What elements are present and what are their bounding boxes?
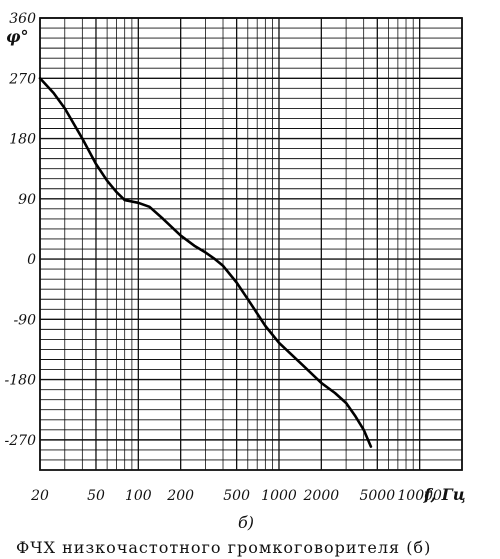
frame-rect — [39, 17, 463, 471]
y-tick-label: 90 — [18, 192, 36, 208]
x-tick-label: 50 — [87, 488, 105, 504]
x-tick-label: 1000 — [261, 488, 297, 504]
x-tick-label: 20 — [30, 488, 49, 504]
x-tick-label: 100 — [125, 488, 152, 504]
x-tick-label: 10000 — [397, 488, 442, 504]
y-tick-label: -270 — [5, 433, 37, 449]
x-tick-label: 5000 — [359, 488, 395, 504]
plot-frame — [39, 17, 463, 471]
x-tick-labels: 20 50 100 200 500 1000 2000 5000 10000 — [30, 488, 442, 504]
y-tick-label: 180 — [9, 132, 36, 148]
x-tick-label: 500 — [223, 488, 250, 504]
y-tick-label: 270 — [8, 71, 36, 87]
grid — [39, 17, 463, 471]
y-axis-label: φ° — [6, 27, 28, 46]
figure-caption: ФЧХ низкочастотного громкоговорителя (б) — [16, 538, 431, 557]
y-tick-label: -180 — [5, 373, 37, 389]
x-tick-label: 200 — [166, 488, 194, 504]
y-tick-label: 360 — [9, 11, 36, 27]
y-tick-label: 0 — [27, 252, 36, 268]
x-axis-label: f, Гц — [423, 485, 466, 504]
series-group — [38, 77, 373, 448]
y-tick-labels: 360 270 180 90 0 -90 -180 -270 — [5, 11, 37, 449]
phase-curve — [38, 77, 373, 448]
y-tick-label: -90 — [13, 312, 36, 328]
panel-label: б) — [238, 513, 254, 532]
x-tick-label: 2000 — [303, 488, 340, 504]
